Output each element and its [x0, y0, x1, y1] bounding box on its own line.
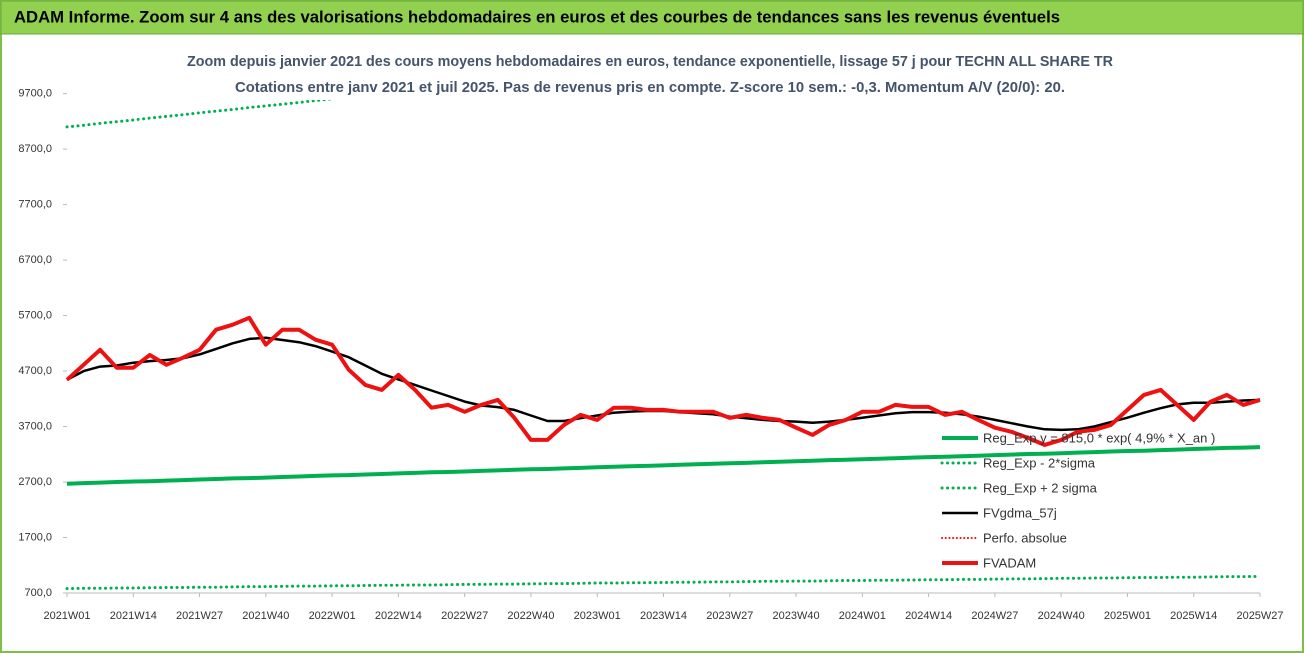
x-tick-label: 2023W14 — [640, 610, 687, 622]
x-tick-label: 2023W27 — [706, 610, 753, 622]
axes: 700,0 1700,0 2700,0 3700,0 4700,0 5700,0 6700,… — [18, 88, 1283, 622]
x-tick-label: 2023W40 — [773, 610, 820, 622]
x-tick-label: 2022W14 — [375, 610, 422, 622]
series-line — [65, 574, 1262, 591]
legend-label: Perfo. absolue — [983, 530, 1067, 545]
x-tick-label: 2021W01 — [43, 610, 90, 622]
x-tick-label: 2025W27 — [1236, 610, 1283, 622]
x-tick-label: 2022W40 — [507, 610, 554, 622]
legend-label: FVADAM — [983, 555, 1036, 570]
banner — [0, 0, 1304, 35]
y-tick-label: 9700,0 — [18, 88, 52, 100]
chart-subtitle: Cotations entre janv 2021 et juil 2025. … — [235, 79, 1065, 96]
chart-title: Zoom depuis janvier 2021 des cours moyen… — [187, 53, 1113, 70]
y-tick-label: 4700,0 — [18, 365, 52, 377]
x-tick-label: 2024W14 — [905, 610, 952, 622]
legend-label: FVgdma_57j — [983, 505, 1057, 520]
y-tick-label: 6700,0 — [18, 254, 52, 266]
x-tick-label: 2021W14 — [110, 610, 157, 622]
x-tick-label: 2025W01 — [1104, 610, 1151, 622]
x-tick-label: 2024W01 — [839, 610, 886, 622]
x-tick-label: 2021W40 — [242, 610, 289, 622]
y-tick-label: 5700,0 — [18, 309, 52, 321]
banner-title: ADAM Informe. Zoom sur 4 ans des valoris… — [14, 7, 1060, 26]
y-tick-label: 2700,0 — [18, 476, 52, 488]
legend: Reg_Exp y = 815,0 * exp( 4,9% * X_an ) Re… — [940, 430, 1215, 570]
legend-label: Reg_Exp + 2 sigma — [983, 480, 1098, 495]
x-tick-label: 2023W01 — [574, 610, 621, 622]
x-tick-label: 2024W27 — [971, 610, 1018, 622]
y-tick-label: 700,0 — [24, 587, 52, 599]
y-tick-label: 8700,0 — [18, 143, 52, 155]
y-tick-label: 3700,0 — [18, 420, 52, 432]
y-tick-label: 1700,0 — [18, 531, 52, 543]
series-line — [66, 445, 1261, 486]
x-tick-label: 2025W14 — [1170, 610, 1217, 622]
y-tick-label: 7700,0 — [18, 199, 52, 211]
series-line — [65, 315, 1261, 447]
title-box — [180, 46, 1120, 100]
legend-label: Reg_Exp y = 815,0 * exp( 4,9% * X_an ) — [983, 430, 1215, 445]
x-tick-label: 2022W01 — [309, 610, 356, 622]
x-tick-label: 2024W40 — [1038, 610, 1085, 622]
legend-label: Reg_Exp - 2*sigma — [983, 455, 1096, 470]
x-tick-label: 2022W27 — [441, 610, 488, 622]
plot-area — [65, 77, 1262, 591]
x-tick-label: 2021W27 — [176, 610, 223, 622]
